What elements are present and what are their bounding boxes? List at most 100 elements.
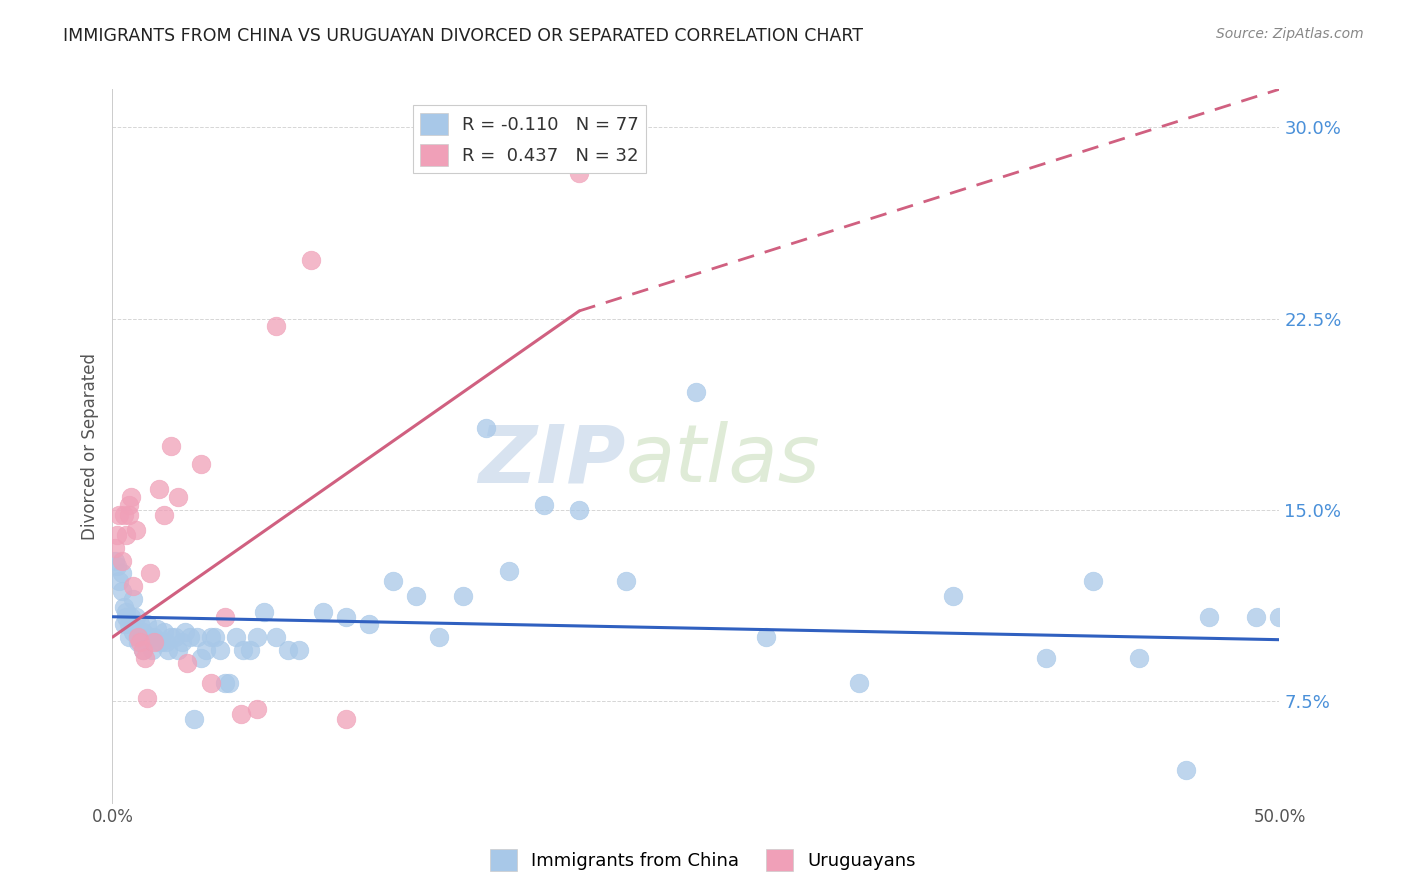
Point (112, 508, 135, 522)
Text: IMMIGRANTS FROM CHINA VS URUGUAYAN DIVORCED OR SEPARATED CORRELATION CHART: IMMIGRANTS FROM CHINA VS URUGUAYAN DIVOR… (63, 27, 863, 45)
Point (475, 421, 498, 435)
Point (148, 635, 170, 649)
Point (111, 584, 134, 599)
Point (143, 635, 166, 649)
Point (942, 590, 965, 604)
Point (214, 609, 236, 624)
Point (1081, 574, 1104, 588)
Point (264, 319, 287, 334)
Point (129, 617, 152, 632)
Legend: Immigrants from China, Uruguayans: Immigrants from China, Uruguayans (482, 842, 924, 879)
Point (381, 574, 404, 588)
Point (200, 630, 222, 644)
Point (112, 599, 135, 614)
Point (118, 498, 141, 512)
Point (118, 630, 141, 644)
Point (136, 617, 159, 632)
Point (186, 630, 208, 644)
Point (111, 566, 134, 581)
Point (118, 508, 141, 522)
Point (143, 630, 166, 644)
Point (125, 609, 148, 624)
Point (111, 554, 134, 568)
Point (1128, 650, 1150, 665)
Point (335, 609, 357, 624)
Text: Source: ZipAtlas.com: Source: ZipAtlas.com (1216, 27, 1364, 41)
Point (122, 579, 145, 593)
Point (166, 643, 188, 657)
Point (132, 625, 155, 640)
Point (166, 490, 188, 504)
Point (208, 643, 231, 657)
Point (129, 635, 152, 649)
Point (122, 591, 145, 606)
Point (120, 609, 142, 624)
Point (246, 630, 269, 644)
Point (239, 643, 262, 657)
Point (155, 635, 177, 649)
Point (190, 457, 212, 471)
Point (1198, 609, 1220, 624)
Point (685, 385, 707, 400)
Point (134, 635, 156, 649)
Point (115, 605, 138, 619)
Point (157, 643, 180, 657)
Point (427, 630, 450, 644)
Point (141, 643, 163, 657)
Point (614, 574, 637, 588)
Point (112, 617, 135, 632)
Point (214, 676, 236, 690)
Point (232, 643, 254, 657)
Point (498, 564, 520, 578)
Point (136, 691, 159, 706)
Point (179, 630, 201, 644)
Point (127, 630, 149, 644)
Point (139, 566, 162, 581)
Point (148, 483, 170, 497)
Point (299, 252, 322, 267)
Point (118, 617, 141, 632)
Legend: R = -0.110   N = 77, R =  0.437   N = 32: R = -0.110 N = 77, R = 0.437 N = 32 (413, 105, 645, 173)
Point (253, 605, 276, 619)
Point (176, 656, 198, 670)
Point (115, 528, 138, 542)
Point (1244, 609, 1267, 624)
Point (1035, 650, 1057, 665)
Point (153, 508, 176, 522)
Point (264, 630, 287, 644)
Point (288, 643, 311, 657)
Point (568, 166, 591, 180)
Point (132, 643, 155, 657)
Point (153, 625, 176, 640)
Point (1175, 763, 1198, 777)
Point (229, 706, 252, 721)
Point (104, 541, 127, 555)
Point (194, 643, 217, 657)
Point (190, 650, 212, 665)
Point (150, 635, 173, 649)
Point (115, 609, 138, 624)
Point (218, 676, 240, 690)
Point (105, 558, 128, 573)
Point (183, 712, 205, 726)
Point (108, 574, 131, 588)
Text: atlas: atlas (626, 421, 821, 500)
Point (132, 643, 155, 657)
Text: ZIP: ZIP (478, 421, 626, 500)
Point (568, 502, 591, 516)
Point (276, 643, 298, 657)
Point (160, 630, 183, 644)
Point (225, 630, 247, 644)
Point (335, 712, 357, 726)
Point (104, 554, 127, 568)
Point (105, 528, 128, 542)
Point (139, 630, 162, 644)
Point (122, 625, 145, 640)
Point (134, 650, 156, 665)
Point (848, 676, 870, 690)
Point (127, 630, 149, 644)
Point (451, 590, 474, 604)
Point (204, 630, 226, 644)
Point (200, 676, 222, 690)
Point (533, 498, 555, 512)
